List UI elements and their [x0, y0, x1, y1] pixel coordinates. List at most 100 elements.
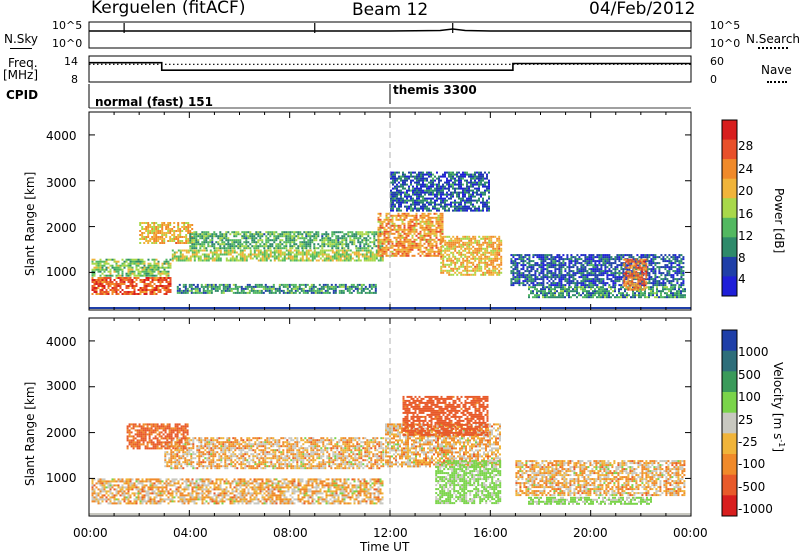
- power-cell: [414, 175, 416, 178]
- power-cell: [422, 181, 424, 184]
- power-cell: [654, 276, 657, 279]
- power-cell: [398, 171, 400, 174]
- power-cell: [188, 283, 191, 286]
- power-cell: [338, 289, 341, 292]
- power-cell: [117, 283, 120, 285]
- power-cell: [215, 247, 218, 250]
- power-cell: [205, 255, 208, 258]
- power-cell: [308, 287, 311, 290]
- power-cell: [413, 230, 416, 233]
- power-cell: [391, 224, 394, 227]
- power-cell: [422, 177, 424, 180]
- power-cell: [666, 272, 669, 275]
- power-cell: [147, 262, 150, 265]
- power-cell: [282, 289, 285, 292]
- power-cell: [588, 278, 591, 281]
- power-cell: [536, 292, 538, 295]
- power-cell: [191, 232, 194, 234]
- power-cell: [208, 283, 211, 286]
- power-cell: [147, 268, 150, 271]
- power-cell: [200, 283, 203, 286]
- power-cell: [568, 294, 570, 297]
- power-cell: [510, 262, 513, 265]
- power-cell: [263, 233, 266, 236]
- power-cell: [526, 270, 529, 273]
- power-cell: [268, 287, 271, 290]
- power-cell: [576, 266, 579, 269]
- power-cell: [179, 259, 182, 262]
- power-cell: [245, 255, 248, 258]
- power-cell: [427, 244, 430, 247]
- power-cell: [411, 218, 414, 221]
- power-cell: [411, 228, 414, 231]
- power-cell: [277, 259, 280, 262]
- power-cell: [165, 228, 168, 230]
- power-cell: [594, 278, 597, 281]
- power-cell: [429, 228, 432, 231]
- power-cell: [618, 280, 621, 283]
- power-cell: [470, 257, 473, 260]
- power-cell: [303, 247, 306, 250]
- power-cell: [402, 185, 404, 188]
- power-cell: [191, 233, 194, 236]
- power-cell: [125, 293, 128, 295]
- power-cell: [492, 245, 495, 248]
- power-cell: [650, 264, 653, 267]
- power-cell: [203, 239, 206, 242]
- power-cell: [618, 278, 621, 281]
- power-cell: [194, 285, 197, 288]
- power-cell: [259, 237, 262, 240]
- power-cell: [335, 247, 338, 250]
- power-cell: [456, 183, 458, 186]
- power-cell: [139, 291, 142, 293]
- power-cell: [159, 281, 162, 283]
- power-cell: [243, 259, 246, 262]
- power-cell: [252, 291, 255, 294]
- power-cell: [241, 237, 244, 240]
- power-cell: [425, 232, 428, 235]
- power-cell: [584, 276, 587, 279]
- power-cell: [592, 272, 595, 275]
- power-cell: [169, 262, 172, 265]
- power-cell: [568, 286, 570, 289]
- power-cell: [460, 271, 463, 274]
- power-cell: [263, 243, 266, 246]
- power-cell: [319, 257, 322, 260]
- power-cell: [398, 175, 400, 178]
- power-cell: [273, 231, 276, 234]
- power-cell: [344, 283, 347, 286]
- power-cell: [522, 272, 525, 275]
- power-cell: [582, 260, 585, 263]
- power-cell: [392, 197, 394, 200]
- power-cell: [482, 251, 485, 254]
- power-cell: [496, 243, 499, 246]
- power-cell: [540, 282, 543, 285]
- power-cell: [123, 262, 126, 265]
- power-cell: [470, 209, 472, 212]
- power-cell: [173, 257, 176, 260]
- power-cell: [421, 236, 424, 239]
- power-cell: [371, 251, 374, 254]
- power-cell: [320, 291, 323, 294]
- power-cell: [400, 185, 402, 188]
- power-cell: [207, 257, 210, 260]
- power-cell: [472, 193, 474, 196]
- power-cell: [514, 264, 517, 267]
- power-cell: [137, 277, 140, 279]
- power-cell: [387, 248, 390, 251]
- power-cell: [281, 247, 284, 250]
- power-cell: [440, 247, 443, 250]
- power-cell: [233, 233, 236, 236]
- power-cell: [480, 173, 482, 176]
- power-cell: [246, 285, 249, 288]
- power-cell: [398, 209, 400, 212]
- power-cell: [161, 266, 164, 269]
- power-cell: [167, 285, 170, 287]
- power-cell: [285, 237, 288, 240]
- power-cell: [379, 218, 382, 221]
- power-cell: [101, 279, 104, 281]
- power-cell: [654, 274, 657, 277]
- power-cell: [427, 216, 430, 219]
- power-cell: [153, 230, 156, 232]
- power-cell: [201, 235, 204, 238]
